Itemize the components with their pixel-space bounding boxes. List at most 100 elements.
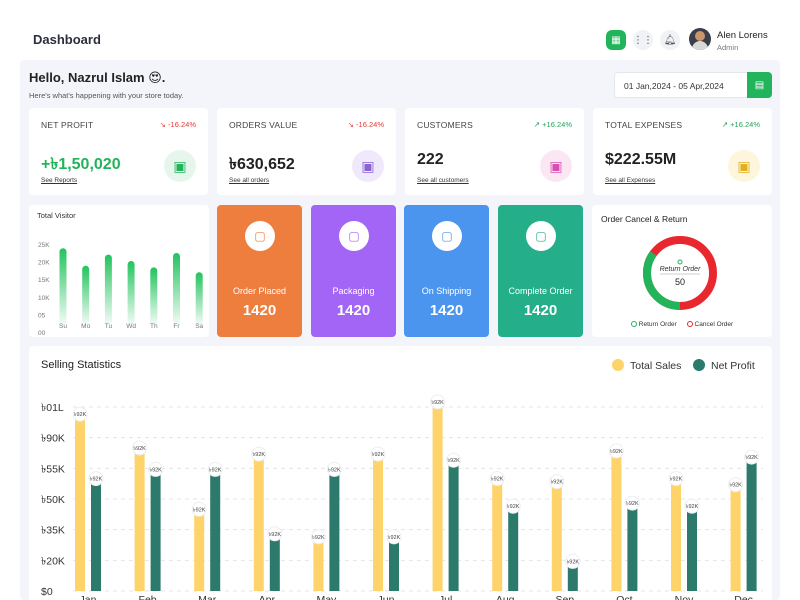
bar-value-label: ৳92K — [507, 503, 520, 510]
kpi-label: CUSTOMERS — [417, 120, 473, 130]
bar-net-profit — [329, 471, 340, 591]
kpi-card: TOTAL EXPENSES ↗ +16.24% $222.55M See all E… — [593, 108, 772, 195]
kpi-icon: ▣ — [352, 150, 384, 182]
bar-value-label: ৳92K — [567, 558, 580, 565]
y-tick-label: ৳35K — [41, 525, 65, 537]
y-tick-label: ৳50K — [41, 494, 65, 506]
bar-total-sales — [492, 480, 503, 591]
y-tick-label: ৳55K — [41, 463, 65, 475]
bar-net-profit — [746, 459, 757, 591]
bar-value-label: ৳92K — [74, 411, 87, 418]
kpi-change: ↗ +16.24% — [533, 120, 572, 129]
kpi-label: TOTAL EXPENSES — [605, 120, 683, 130]
kpi-value: $222.55M — [605, 151, 677, 168]
kpi-link[interactable]: See all customers — [417, 177, 469, 184]
bar-value-label: ৳92K — [626, 500, 639, 507]
kpi-value: +৳1,50,020 — [41, 156, 121, 173]
bar-value-label: ৳92K — [491, 476, 504, 483]
kpi-link[interactable]: See all orders — [229, 177, 270, 184]
bar-value-label: ৳92K — [193, 506, 206, 513]
bell-icon[interactable]: 🔔︎ — [660, 30, 680, 50]
x-tick-label: May — [316, 594, 337, 600]
value-label-bubble — [310, 529, 326, 545]
selling-bar-chart: ৳01L ৳90K ৳55K ৳50K ৳35K ৳20K $0 ৳92K ৳92K Jan ৳92… — [41, 394, 763, 600]
visitor-bar — [59, 248, 67, 325]
kpi-link[interactable]: See Reports — [41, 177, 78, 184]
value-label-bubble — [624, 495, 640, 511]
bar-net-profit — [687, 508, 697, 591]
value-label-bubble — [684, 498, 700, 514]
value-label-bubble — [88, 471, 104, 487]
status-tile-value: 1420 — [336, 302, 371, 319]
date-range-picker[interactable]: 01 Jan,2024 - 05 Apr,2024 ▤ — [614, 72, 772, 98]
status-tile[interactable]: ▢ Packaging 1420 — [311, 205, 396, 337]
visitor-x-tick: Mo — [81, 323, 90, 330]
kpi-label: NET PROFIT — [41, 120, 94, 130]
bar-value-label: ৳92K — [269, 531, 282, 538]
donut-return-segment — [643, 236, 717, 310]
visitor-x-tick: Th — [150, 323, 158, 330]
value-label-bubble — [489, 471, 505, 487]
calendar-icon[interactable]: ▦ — [606, 30, 626, 50]
value-label-bubble — [132, 440, 148, 456]
bar-total-sales — [432, 403, 443, 591]
grid-icon[interactable]: ⋮⋮ — [633, 30, 653, 50]
visitor-x-tick: Sa — [195, 323, 203, 330]
donut-center-value: 50 — [675, 277, 685, 287]
kpi-change: ↘ -16.24% — [347, 120, 384, 129]
value-label-bubble — [446, 452, 462, 468]
legend-net-profit: Net Profit — [693, 359, 755, 372]
visitor-bar — [195, 272, 203, 325]
kpi-label: ORDERS VALUE — [229, 120, 298, 130]
bar-value-label: ৳92K — [149, 466, 162, 473]
bar-value-label: ৳92K — [745, 454, 758, 461]
avatar[interactable] — [689, 28, 711, 50]
kpi-card: CUSTOMERS ↗ +16.24% 222 See all customers ▣ — [405, 108, 584, 195]
value-label-bubble — [191, 501, 207, 517]
bar-value-label: ৳92K — [431, 399, 444, 406]
kpi-link[interactable]: See all Expenses — [605, 177, 656, 184]
bar-net-profit — [389, 538, 399, 591]
value-label-bubble — [148, 461, 164, 477]
bar-total-sales — [551, 483, 562, 591]
date-range-text: 01 Jan,2024 - 05 Apr,2024 — [624, 81, 724, 91]
bar-value-label: ৳92K — [388, 534, 401, 541]
kpi-icon: ▣ — [728, 150, 760, 182]
visitor-y-tick: 05 — [38, 312, 46, 319]
donut-center-label: Return Order — [660, 266, 702, 273]
visitor-y-tick: 15K — [38, 277, 50, 284]
legend-return: Return Order — [630, 321, 677, 328]
bar-total-sales — [134, 449, 145, 591]
bar-net-profit — [210, 471, 221, 591]
bar-value-label: ৳92K — [447, 457, 460, 464]
box-icon: ▢ — [245, 221, 275, 251]
bar-total-sales — [611, 453, 622, 591]
bar-net-profit — [269, 535, 280, 591]
status-tile[interactable]: ▢ Complete Order 1420 — [498, 205, 583, 337]
value-label-bubble — [326, 461, 342, 477]
selling-statistics-card: Selling Statistics Total Sales Net Profi… — [29, 346, 772, 600]
kpi-change: ↘ -16.24% — [159, 120, 196, 129]
total-visitor-chart: 25K 20K 15K 10K 05 00 Su Mo Tu Wd Th Fr Sa — [38, 242, 204, 337]
kpi-card: ORDERS VALUE ↘ -16.24% ৳630,652 See all ord… — [217, 108, 396, 195]
kpi-icon: ▣ — [540, 150, 572, 182]
x-tick-label: Aug — [496, 594, 515, 600]
visitor-bar — [104, 254, 112, 325]
value-label-bubble — [549, 474, 565, 490]
y-tick-label: $0 — [41, 586, 53, 598]
total-visitor-title: Total Visitor — [37, 211, 76, 220]
x-tick-label: Mar — [198, 594, 217, 600]
value-label-bubble — [608, 443, 624, 459]
x-tick-label: Jul — [439, 594, 452, 600]
value-label-bubble — [668, 471, 684, 487]
calendar-icon[interactable]: ▤ — [747, 72, 772, 98]
user-name: Alen Lorens — [717, 30, 768, 41]
kpi-card: NET PROFIT ↘ -16.24% +৳1,50,020 See Reports… — [29, 108, 208, 195]
status-tile[interactable]: ▢ Order Placed 1420 — [217, 205, 302, 337]
status-tile[interactable]: ▢ On Shipping 1420 — [404, 205, 489, 337]
visitor-y-tick: 20K — [38, 260, 50, 267]
return-dot-icon — [677, 259, 683, 265]
selling-statistics-title: Selling Statistics — [41, 359, 122, 371]
value-label-bubble — [744, 449, 760, 465]
check-box-icon: ▢ — [526, 221, 556, 251]
